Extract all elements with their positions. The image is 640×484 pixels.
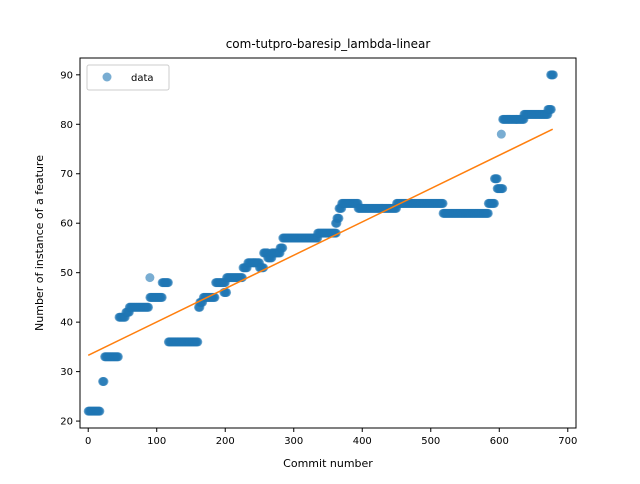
x-tick-label: 400 bbox=[353, 436, 372, 447]
x-tick-label: 0 bbox=[85, 436, 91, 447]
legend-marker bbox=[102, 72, 112, 82]
data-point bbox=[498, 184, 508, 194]
y-tick-label: 70 bbox=[60, 169, 73, 180]
x-tick-label: 100 bbox=[147, 436, 166, 447]
plot-frame bbox=[79, 57, 577, 429]
data-point bbox=[163, 278, 173, 288]
y-axis-title: Number of instance of a feature bbox=[33, 155, 46, 331]
data-point bbox=[489, 198, 499, 208]
fit-line bbox=[87, 128, 554, 356]
data-point bbox=[193, 337, 203, 347]
chart-title: com-tutpro-baresip_lambda-linear bbox=[226, 37, 431, 51]
x-axis-title: Commit number bbox=[283, 457, 373, 470]
y-tick-label: 90 bbox=[60, 70, 73, 81]
data-point bbox=[99, 377, 109, 387]
y-tick-label: 80 bbox=[60, 120, 73, 131]
y-tick-label: 60 bbox=[60, 219, 73, 230]
y-tick-label: 40 bbox=[60, 318, 73, 329]
x-tick-label: 500 bbox=[421, 436, 440, 447]
x-tick-label: 600 bbox=[490, 436, 509, 447]
x-tick-label: 700 bbox=[558, 436, 577, 447]
data-point bbox=[259, 263, 269, 273]
data-point bbox=[278, 243, 288, 253]
x-tick-label: 200 bbox=[216, 436, 235, 447]
data-point bbox=[483, 208, 493, 218]
data-point bbox=[113, 352, 123, 362]
y-tick-label: 30 bbox=[60, 367, 73, 378]
data-point bbox=[438, 198, 448, 208]
data-point bbox=[496, 129, 506, 139]
data-point bbox=[95, 406, 105, 416]
legend-box bbox=[86, 64, 170, 91]
legend-label: data bbox=[131, 73, 154, 84]
y-tick-label: 50 bbox=[60, 268, 73, 279]
data-point bbox=[334, 213, 344, 223]
data-point bbox=[222, 287, 232, 297]
data-points bbox=[83, 70, 558, 416]
data-point bbox=[144, 302, 154, 312]
fit-line-layer bbox=[87, 128, 554, 356]
legend: data bbox=[86, 64, 170, 91]
data-point bbox=[492, 174, 502, 184]
data-point bbox=[546, 104, 556, 114]
data-point bbox=[145, 273, 155, 283]
data-point bbox=[157, 292, 167, 302]
x-tick-label: 300 bbox=[284, 436, 303, 447]
data-point bbox=[548, 70, 558, 80]
y-axis: 20 30 40 50 60 70 80 90 bbox=[60, 70, 80, 428]
x-axis: 0 100 200 300 400 500 600 700 bbox=[85, 428, 577, 447]
y-tick-label: 20 bbox=[60, 417, 73, 428]
